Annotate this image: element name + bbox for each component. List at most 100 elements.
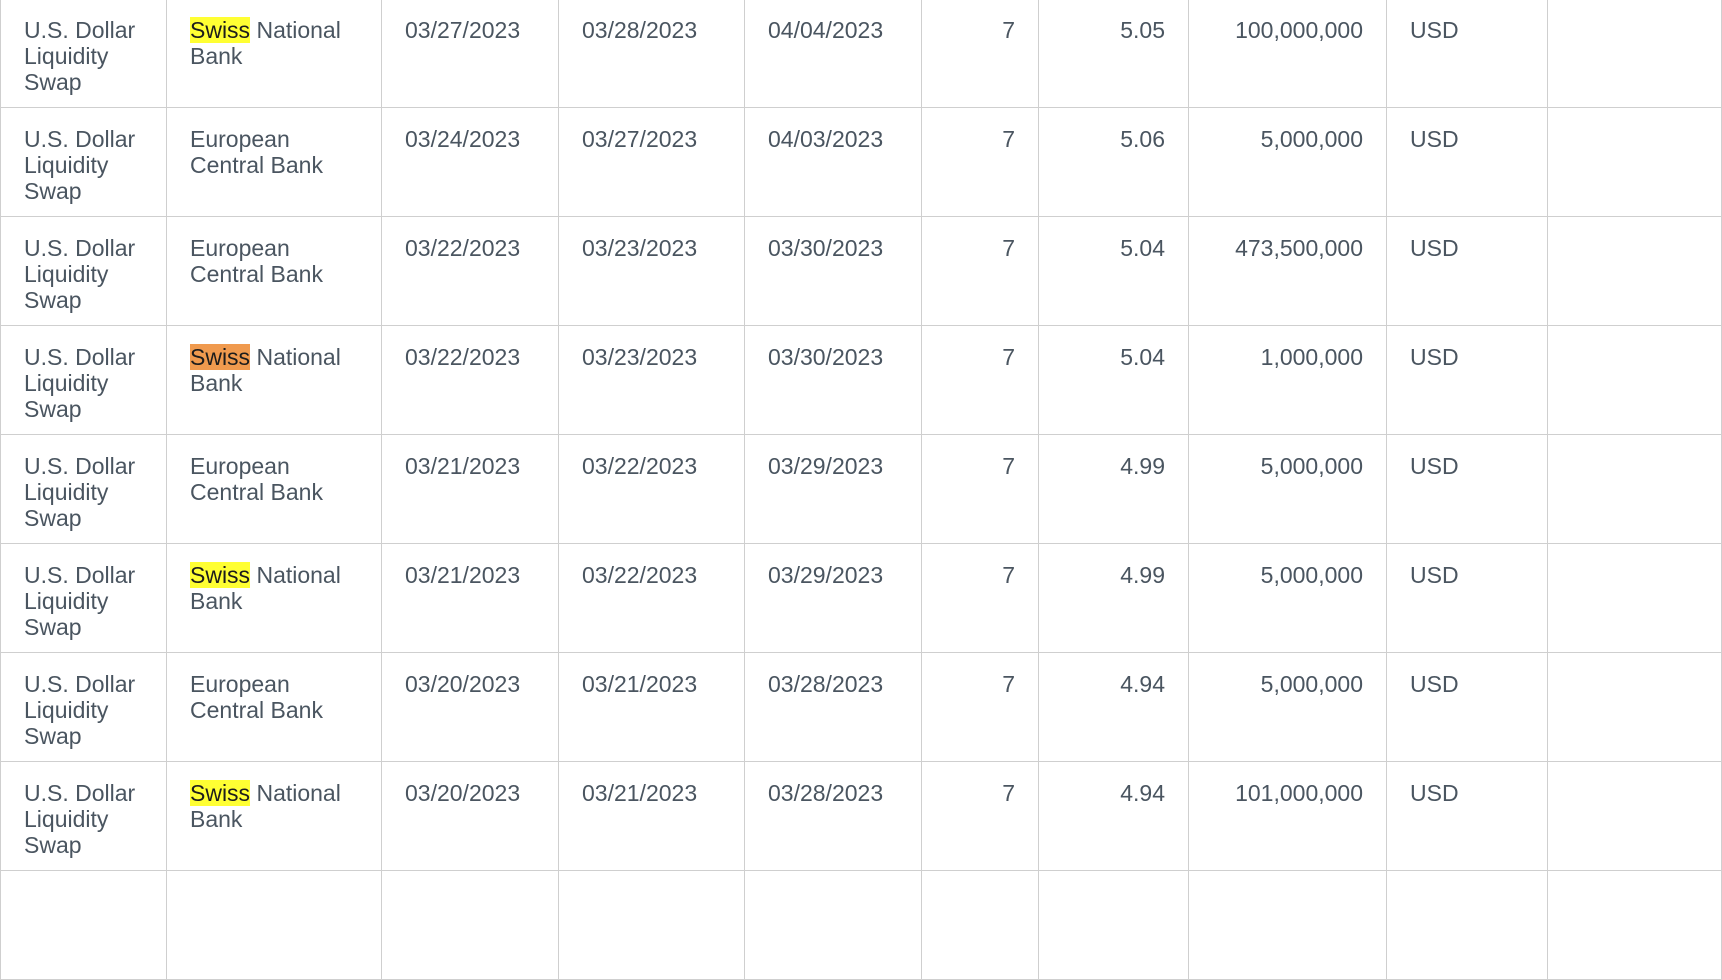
- counterparty-cell: European Central Bank: [166, 434, 382, 544]
- counterparty-cell: European Central Bank: [166, 216, 382, 326]
- operation-type-cell: U.S. Dollar Liquidity Swap: [0, 107, 167, 217]
- term-cell: 7: [921, 652, 1039, 762]
- partial-cell: [1038, 870, 1189, 980]
- operation-type-cell: U.S. Dollar Liquidity Swap: [0, 325, 167, 435]
- operation-type-cell: U.S. Dollar Liquidity Swap: [0, 434, 167, 544]
- counterparty-name: European Central Bank: [190, 453, 323, 505]
- partial-cell: [1188, 870, 1387, 980]
- currency-cell: USD: [1386, 543, 1548, 653]
- search-match-highlight: Swiss: [190, 17, 251, 43]
- currency-cell: USD: [1386, 216, 1548, 326]
- settlement-date-cell: 03/27/2023: [558, 107, 745, 217]
- partial-cell: [381, 870, 559, 980]
- trade-date-cell: 03/21/2023: [381, 434, 559, 544]
- counterparty-cell: Swiss National Bank: [166, 543, 382, 653]
- empty-cell: [1547, 652, 1722, 762]
- currency-cell: USD: [1386, 107, 1548, 217]
- currency-cell: USD: [1386, 652, 1548, 762]
- search-match-highlight: Swiss: [190, 780, 251, 806]
- trade-date-cell: 03/20/2023: [381, 761, 559, 871]
- partial-cell: [921, 870, 1039, 980]
- partial-cell: [0, 870, 167, 980]
- table-row: U.S. Dollar Liquidity Swap Swiss National…: [0, 543, 1722, 653]
- rate-cell: 4.94: [1038, 761, 1189, 871]
- currency-cell: USD: [1386, 761, 1548, 871]
- trade-date-cell: 03/21/2023: [381, 543, 559, 653]
- settlement-date-cell: 03/23/2023: [558, 216, 745, 326]
- maturity-date-cell: 03/30/2023: [744, 216, 922, 326]
- rate-cell: 4.99: [1038, 434, 1189, 544]
- partial-cell: [1547, 870, 1722, 980]
- amount-cell: 101,000,000: [1188, 761, 1387, 871]
- operation-type-cell: U.S. Dollar Liquidity Swap: [0, 0, 167, 108]
- operation-type-cell: U.S. Dollar Liquidity Swap: [0, 543, 167, 653]
- current-search-match: Swiss: [190, 344, 251, 370]
- amount-cell: 5,000,000: [1188, 107, 1387, 217]
- currency-cell: USD: [1386, 0, 1548, 108]
- term-cell: 7: [921, 325, 1039, 435]
- maturity-date-cell: 03/28/2023: [744, 761, 922, 871]
- trade-date-cell: 03/20/2023: [381, 652, 559, 762]
- empty-cell: [1547, 216, 1722, 326]
- partial-cell: [558, 870, 745, 980]
- table-row: U.S. Dollar Liquidity Swap Swiss National…: [0, 0, 1722, 108]
- counterparty-name: European Central Bank: [190, 126, 323, 178]
- maturity-date-cell: 03/29/2023: [744, 543, 922, 653]
- table-row: U.S. Dollar Liquidity Swap European Centr…: [0, 434, 1722, 544]
- maturity-date-cell: 04/03/2023: [744, 107, 922, 217]
- counterparty-cell: European Central Bank: [166, 107, 382, 217]
- empty-cell: [1547, 107, 1722, 217]
- settlement-date-cell: 03/28/2023: [558, 0, 745, 108]
- counterparty-cell: Swiss National Bank: [166, 325, 382, 435]
- empty-cell: [1547, 325, 1722, 435]
- settlement-date-cell: 03/23/2023: [558, 325, 745, 435]
- maturity-date-cell: 04/04/2023: [744, 0, 922, 108]
- rate-cell: 5.04: [1038, 325, 1189, 435]
- settlement-date-cell: 03/22/2023: [558, 543, 745, 653]
- table-row: U.S. Dollar Liquidity Swap European Centr…: [0, 107, 1722, 217]
- settlement-date-cell: 03/21/2023: [558, 761, 745, 871]
- rate-cell: 5.04: [1038, 216, 1189, 326]
- term-cell: 7: [921, 0, 1039, 108]
- partial-cell: [1386, 870, 1548, 980]
- counterparty-name: European Central Bank: [190, 671, 323, 723]
- counterparty-name: National Bank: [190, 344, 341, 396]
- table-row: U.S. Dollar Liquidity Swap European Centr…: [0, 652, 1722, 762]
- trade-date-cell: 03/22/2023: [381, 325, 559, 435]
- operation-type-cell: U.S. Dollar Liquidity Swap: [0, 761, 167, 871]
- term-cell: 7: [921, 107, 1039, 217]
- currency-cell: USD: [1386, 434, 1548, 544]
- counterparty-name: National Bank: [190, 562, 341, 614]
- settlement-date-cell: 03/21/2023: [558, 652, 745, 762]
- counterparty-cell: Swiss National Bank: [166, 0, 382, 108]
- table-row: U.S. Dollar Liquidity Swap European Centr…: [0, 216, 1722, 326]
- counterparty-name: National Bank: [190, 17, 341, 69]
- empty-cell: [1547, 543, 1722, 653]
- partial-cell: [744, 870, 922, 980]
- trade-date-cell: 03/24/2023: [381, 107, 559, 217]
- partial-cell: [166, 870, 382, 980]
- search-match-highlight: Swiss: [190, 562, 251, 588]
- term-cell: 7: [921, 761, 1039, 871]
- term-cell: 7: [921, 434, 1039, 544]
- term-cell: 7: [921, 543, 1039, 653]
- amount-cell: 1,000,000: [1188, 325, 1387, 435]
- rate-cell: 4.94: [1038, 652, 1189, 762]
- rate-cell: 5.05: [1038, 0, 1189, 108]
- counterparty-cell: European Central Bank: [166, 652, 382, 762]
- operation-type-cell: U.S. Dollar Liquidity Swap: [0, 652, 167, 762]
- table-row: U.S. Dollar Liquidity Swap Swiss National…: [0, 761, 1722, 871]
- empty-cell: [1547, 434, 1722, 544]
- counterparty-cell: Swiss National Bank: [166, 761, 382, 871]
- amount-cell: 100,000,000: [1188, 0, 1387, 108]
- amount-cell: 5,000,000: [1188, 543, 1387, 653]
- trade-date-cell: 03/22/2023: [381, 216, 559, 326]
- amount-cell: 5,000,000: [1188, 434, 1387, 544]
- table-row: U.S. Dollar Liquidity Swap Swiss National…: [0, 325, 1722, 435]
- amount-cell: 473,500,000: [1188, 216, 1387, 326]
- maturity-date-cell: 03/28/2023: [744, 652, 922, 762]
- empty-cell: [1547, 0, 1722, 108]
- rate-cell: 4.99: [1038, 543, 1189, 653]
- table-row-partial: [0, 870, 1722, 980]
